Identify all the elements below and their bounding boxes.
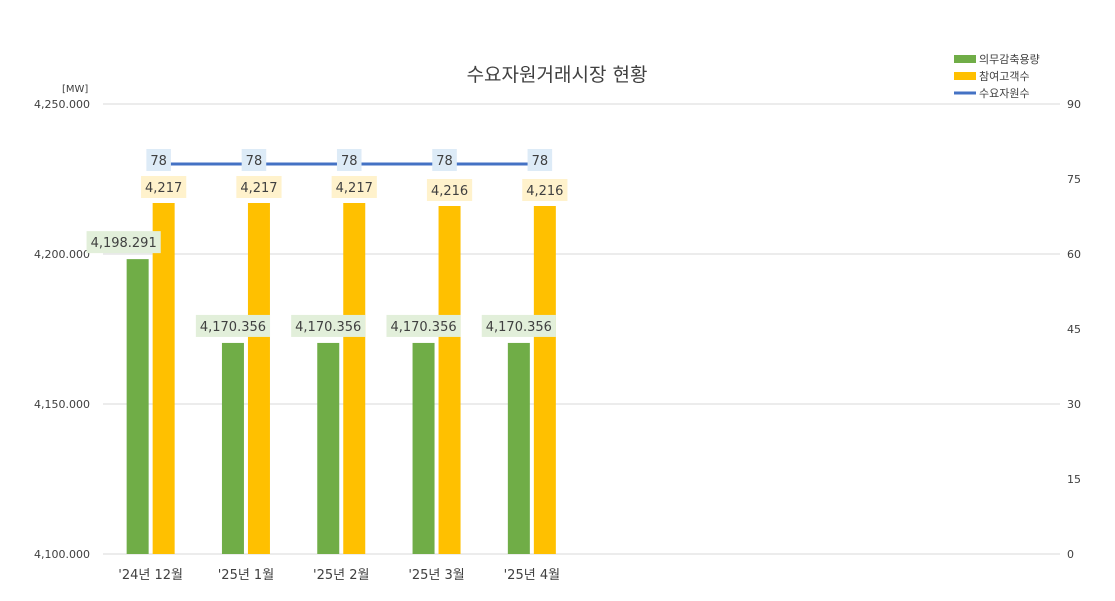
legend-swatch [954,72,976,80]
category-label: '25년 4월 [504,568,560,583]
obligation-bar [317,342,340,554]
obligation-value-label-group: 4,198.291 [86,231,161,254]
resource-value-label-background [336,149,362,171]
right-tick-label: 60 [1067,248,1081,261]
resource-value-label: 78 [341,154,358,169]
left-tick-label: 4,250.000 [34,98,90,111]
participant-bar [247,203,270,554]
obligation-bar [126,259,149,554]
data-labels: 4,198.291 4,170.356 4,170.356 4,170.356 4,17… [86,149,568,337]
right-axis-ticks: 0 15 30 45 60 75 90 [1067,98,1081,561]
obligation-value-label: 4,170.356 [295,320,361,335]
right-tick-label: 15 [1067,473,1081,486]
participant-value-label-background [141,176,187,198]
participant-bar [438,206,461,554]
resource-value-label: 78 [436,154,453,169]
resource-value-label: 78 [150,154,167,169]
right-tick-label: 45 [1067,323,1081,336]
category-labels: '24년 12월 '25년 1월 '25년 2월 '25년 3월 '25년 4월 [118,568,560,583]
category-label: '25년 3월 [408,568,464,583]
participant-value-label-background [522,179,568,201]
resource-value-label-group: 78 [241,149,267,171]
obligation-value-label: 4,170.356 [486,320,552,335]
left-tick-label: 4,100.000 [34,548,90,561]
participant-bar [533,206,556,554]
right-tick-label: 90 [1067,98,1081,111]
legend-label: 의무감축용량 [979,53,1040,66]
category-label: '25년 2월 [313,568,369,583]
participant-value-label-group: 4,217 [141,176,187,198]
participant-value-label: 4,217 [336,181,373,196]
obligation-value-label-group: 4,170.356 [386,314,461,337]
obligation-value-label-group: 4,170.356 [481,314,556,337]
legend-swatch [954,55,976,63]
obligation-value-label-group: 4,170.356 [195,314,271,337]
participant-value-label-group: 4,216 [426,179,473,201]
participant-bar [343,203,366,554]
participant-value-label: 4,217 [145,181,182,196]
bars [126,203,556,554]
obligation-value-label-background [386,314,461,337]
resource-value-label-background [432,149,457,171]
resource-value-label: 78 [532,154,549,169]
obligation-bar [221,342,244,554]
right-tick-label: 0 [1067,548,1074,561]
obligation-value-label: 4,198.291 [91,236,157,251]
resource-value-label-group: 78 [432,149,457,171]
right-tick-label: 75 [1067,173,1081,186]
obligation-value-label-background [195,314,271,337]
chart-title: 수요자원거래시장 현황 [467,64,648,86]
resource-value-label-group: 78 [146,149,171,171]
participant-value-label-group: 4,217 [236,176,282,198]
category-label: '25년 1월 [218,568,274,583]
obligation-value-label: 4,170.356 [390,320,456,335]
resource-value-label-group: 78 [336,149,362,171]
left-axis-ticks: 4,100.000 4,150.000 4,200.000 4,250.000 [34,98,90,561]
legend-label: 수요자원수 [979,87,1030,100]
resource-value-label: 78 [246,154,263,169]
y-axis-unit: [MW] [62,84,88,95]
left-tick-label: 4,200.000 [34,248,90,261]
participant-value-label-group: 4,216 [522,179,568,201]
participant-value-label: 4,216 [431,184,468,199]
resource-value-label-background [241,149,267,171]
obligation-value-label: 4,170.356 [200,320,266,335]
resource-value-label-group: 78 [527,149,553,171]
legend-label: 참여고객수 [979,70,1030,83]
obligation-value-label-group: 4,170.356 [291,314,366,337]
obligation-value-label-background [481,314,556,337]
resource-value-label-background [146,149,171,171]
participant-value-label: 4,216 [526,184,563,199]
participant-bar [152,203,175,554]
participant-value-label-background [331,176,377,198]
participant-value-label-background [426,179,473,201]
left-tick-label: 4,150.000 [34,398,90,411]
right-tick-label: 30 [1067,398,1081,411]
participant-value-label-background [236,176,282,198]
obligation-value-label-background [291,314,366,337]
resource-value-label-background [527,149,553,171]
participant-value-label: 4,217 [240,181,277,196]
category-label: '24년 12월 [118,568,183,583]
obligation-value-label-background [86,231,161,254]
obligation-bar [507,342,530,554]
participant-value-label-group: 4,217 [331,176,377,198]
obligation-bar [412,342,435,554]
